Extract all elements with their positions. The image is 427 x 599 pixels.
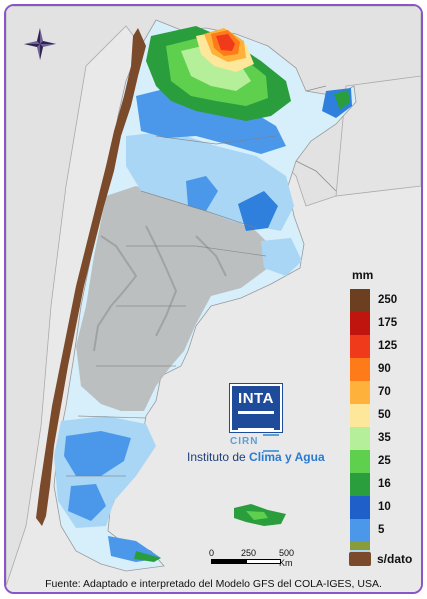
rain-10mm-south: [64, 431, 131, 476]
scale-label-250: 250: [241, 548, 257, 558]
compass-rose-icon: [24, 28, 56, 60]
source-note: Fuente: Adaptado e interpretado del Mode…: [45, 578, 382, 590]
province-borders: [66, 135, 277, 477]
tierra-del-fuego-green: [134, 551, 161, 562]
legend-label-50: 50: [378, 409, 391, 421]
nodata-swatch: [349, 552, 371, 566]
legend-label-70: 70: [378, 386, 391, 398]
neighbour-land-east: [335, 75, 421, 197]
legend-color-bar: [350, 289, 370, 566]
legend-swatch-5: [350, 519, 370, 542]
institute-highlight: Clima y Agua: [249, 450, 325, 464]
inta-logo: INTA: [230, 384, 282, 432]
cirn-label: CIRN: [230, 436, 259, 447]
scale-label-0: 0: [209, 548, 215, 558]
nodata-label: s/dato: [377, 552, 413, 566]
inta-logo-text: INTA: [238, 390, 274, 407]
legend-label-90: 90: [378, 363, 391, 375]
relief-dry-area: [76, 186, 276, 411]
legend-swatch-125: [350, 335, 370, 358]
scale-label-500: 500 Km: [279, 548, 295, 568]
map-frame: mm 250 175 125 90 70 50 35 25 16 10 5 s/dato INTA …: [4, 4, 423, 594]
legend-swatch-250: [350, 289, 370, 312]
legend-label-250: 250: [378, 294, 398, 306]
inta-logo-lines: [238, 411, 274, 431]
malvinas-islands-inner: [246, 511, 268, 520]
legend-label-25: 25: [378, 455, 391, 467]
legend-label-16: 16: [378, 478, 391, 490]
cirn-wave-icon: [263, 434, 279, 452]
scale-bar-white: [246, 559, 281, 564]
rain-16mm-northeast: [334, 90, 350, 110]
nodata-legend: s/dato: [349, 552, 412, 566]
rain-10mm-north: [136, 86, 286, 154]
legend-labels: 250 175 125 90 70 50 35 25 16 10 5: [378, 289, 397, 542]
institute-prefix: Instituto de: [187, 450, 250, 464]
rain-10mm-patch: [238, 191, 278, 231]
rain-5mm-east: [261, 238, 302, 276]
legend-swatch-10: [350, 496, 370, 519]
legend-label-5: 5: [378, 524, 385, 536]
legend-title: mm: [352, 268, 374, 282]
legend-swatch-70: [350, 381, 370, 404]
legend-swatch-25: [350, 450, 370, 473]
legend-label-175: 175: [378, 317, 398, 329]
legend-swatch-35: [350, 427, 370, 450]
institute-name: Instituto de Clima y Agua: [187, 450, 325, 464]
rain-125mm-north: [216, 34, 235, 51]
legend-label-125: 125: [378, 340, 398, 352]
relief-texture: [93, 225, 227, 352]
rain-10mm-south-2: [68, 484, 106, 521]
legend-swatch-50: [350, 404, 370, 427]
legend-label-35: 35: [378, 432, 391, 444]
rain-35mm-north: [181, 44, 251, 91]
legend-swatch-175: [350, 312, 370, 335]
legend-swatch-16: [350, 473, 370, 496]
legend-swatch-90: [350, 358, 370, 381]
legend-swatch-base-0: [350, 542, 370, 550]
country-borders: [295, 85, 337, 192]
legend-label-10: 10: [378, 501, 391, 513]
rain-10mm-center: [186, 176, 218, 211]
nodata-andes: [36, 28, 146, 526]
